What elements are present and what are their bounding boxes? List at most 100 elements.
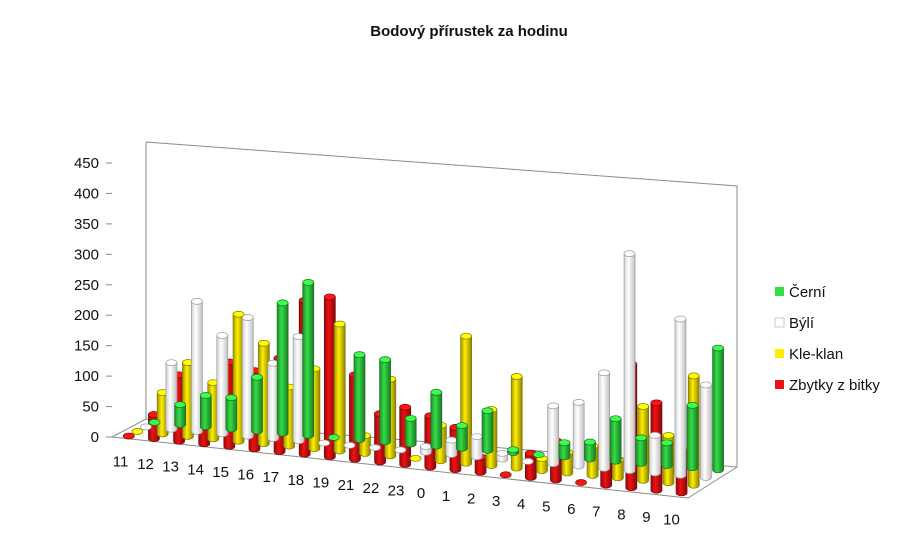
bar <box>394 446 407 454</box>
bar <box>700 381 712 481</box>
y-tick-label: 250 <box>74 277 99 294</box>
bar <box>649 431 661 477</box>
bar <box>532 451 545 459</box>
bar <box>456 422 468 452</box>
x-tick-label: 15 <box>212 464 229 481</box>
x-tick-label: 16 <box>237 467 254 484</box>
bar <box>575 479 587 486</box>
bar <box>499 471 512 479</box>
bar <box>584 438 596 463</box>
y-tick-label: 450 <box>74 155 99 172</box>
y-tick-label: 100 <box>74 368 99 385</box>
bar <box>686 401 699 471</box>
bar <box>623 250 636 474</box>
bar <box>199 392 212 430</box>
bar <box>674 315 687 479</box>
bar <box>635 434 648 467</box>
bars <box>122 250 724 497</box>
bar <box>420 443 432 456</box>
bar <box>609 415 622 465</box>
bar <box>241 314 254 440</box>
bar <box>481 407 494 454</box>
bar <box>302 279 315 439</box>
chart-title: Bodový přírustek za hodinu <box>370 23 568 40</box>
bar <box>216 332 229 438</box>
legend-swatch <box>775 287 784 296</box>
x-tick-label: 5 <box>542 498 550 515</box>
x-tick-label: 11 <box>113 453 129 470</box>
legend-swatch <box>775 380 784 389</box>
bar <box>404 415 417 448</box>
bar <box>598 369 610 472</box>
bar <box>156 389 169 438</box>
bar <box>496 449 509 463</box>
x-tick-label: 12 <box>137 456 154 473</box>
x-tick-label: 19 <box>313 475 330 492</box>
x-axis: 11 12 13 14 15 16 17 18 19 21 22 23 0 1 2 3 4 5 6 7 8 9 10 <box>113 453 680 528</box>
legend-label: Zbytky z bitky <box>789 377 880 394</box>
bar <box>470 433 483 461</box>
bar <box>536 455 548 474</box>
bar <box>379 356 391 446</box>
bar <box>276 299 289 437</box>
x-tick-label: 17 <box>262 469 279 486</box>
x-tick-label: 4 <box>517 496 525 513</box>
bar <box>343 441 356 449</box>
legend-swatch <box>775 349 784 358</box>
bar <box>174 401 187 428</box>
legend-item: Býlí <box>774 315 815 332</box>
x-tick-label: 21 <box>338 477 355 494</box>
legend-label: Černí <box>789 284 827 301</box>
x-tick-label: 22 <box>363 480 380 497</box>
bar <box>353 351 366 443</box>
x-tick-label: 10 <box>663 512 680 529</box>
legend-swatch <box>774 317 785 328</box>
bar <box>131 428 144 435</box>
y-tick-label: 150 <box>74 338 99 355</box>
bar <box>318 439 330 447</box>
legend-item: Kle-klan <box>775 346 843 363</box>
x-tick-label: 9 <box>642 509 650 526</box>
legend-label: Býlí <box>789 315 815 332</box>
bar <box>430 388 443 450</box>
bar <box>267 359 280 442</box>
bar <box>547 402 560 467</box>
x-tick-label: 14 <box>187 461 204 478</box>
x-tick-label: 0 <box>417 485 425 502</box>
bar <box>507 446 520 456</box>
bar <box>292 333 305 444</box>
x-tick-label: 2 <box>467 490 475 507</box>
side-floor-edge <box>111 418 147 438</box>
bar <box>191 297 203 435</box>
bar <box>572 399 585 470</box>
x-tick-label: 18 <box>287 472 304 489</box>
y-tick-label: 300 <box>74 246 99 263</box>
bar <box>510 373 523 472</box>
x-tick-label: 1 <box>442 488 450 505</box>
x-tick-label: 23 <box>388 483 405 500</box>
bar <box>712 344 724 474</box>
y-tick-label: 350 <box>74 216 99 233</box>
bar <box>409 454 422 462</box>
x-tick-label: 6 <box>567 501 575 518</box>
bar <box>521 458 534 465</box>
bar <box>369 444 381 451</box>
legend-label: Kle-klan <box>789 346 843 363</box>
bar <box>333 320 346 455</box>
bar <box>328 434 340 441</box>
bar <box>225 394 238 433</box>
y-tick-label: 0 <box>91 429 99 446</box>
y-tick-label: 200 <box>74 307 99 324</box>
bar <box>660 439 673 469</box>
x-tick-label: 13 <box>162 459 179 476</box>
legend-item: Černí <box>775 284 827 301</box>
bar <box>140 423 152 431</box>
bar <box>323 293 336 460</box>
legend-item: Zbytky z bitky <box>775 377 880 394</box>
bar <box>122 432 135 440</box>
bar <box>165 359 178 433</box>
bar <box>445 436 458 458</box>
x-tick-label: 3 <box>492 493 500 510</box>
